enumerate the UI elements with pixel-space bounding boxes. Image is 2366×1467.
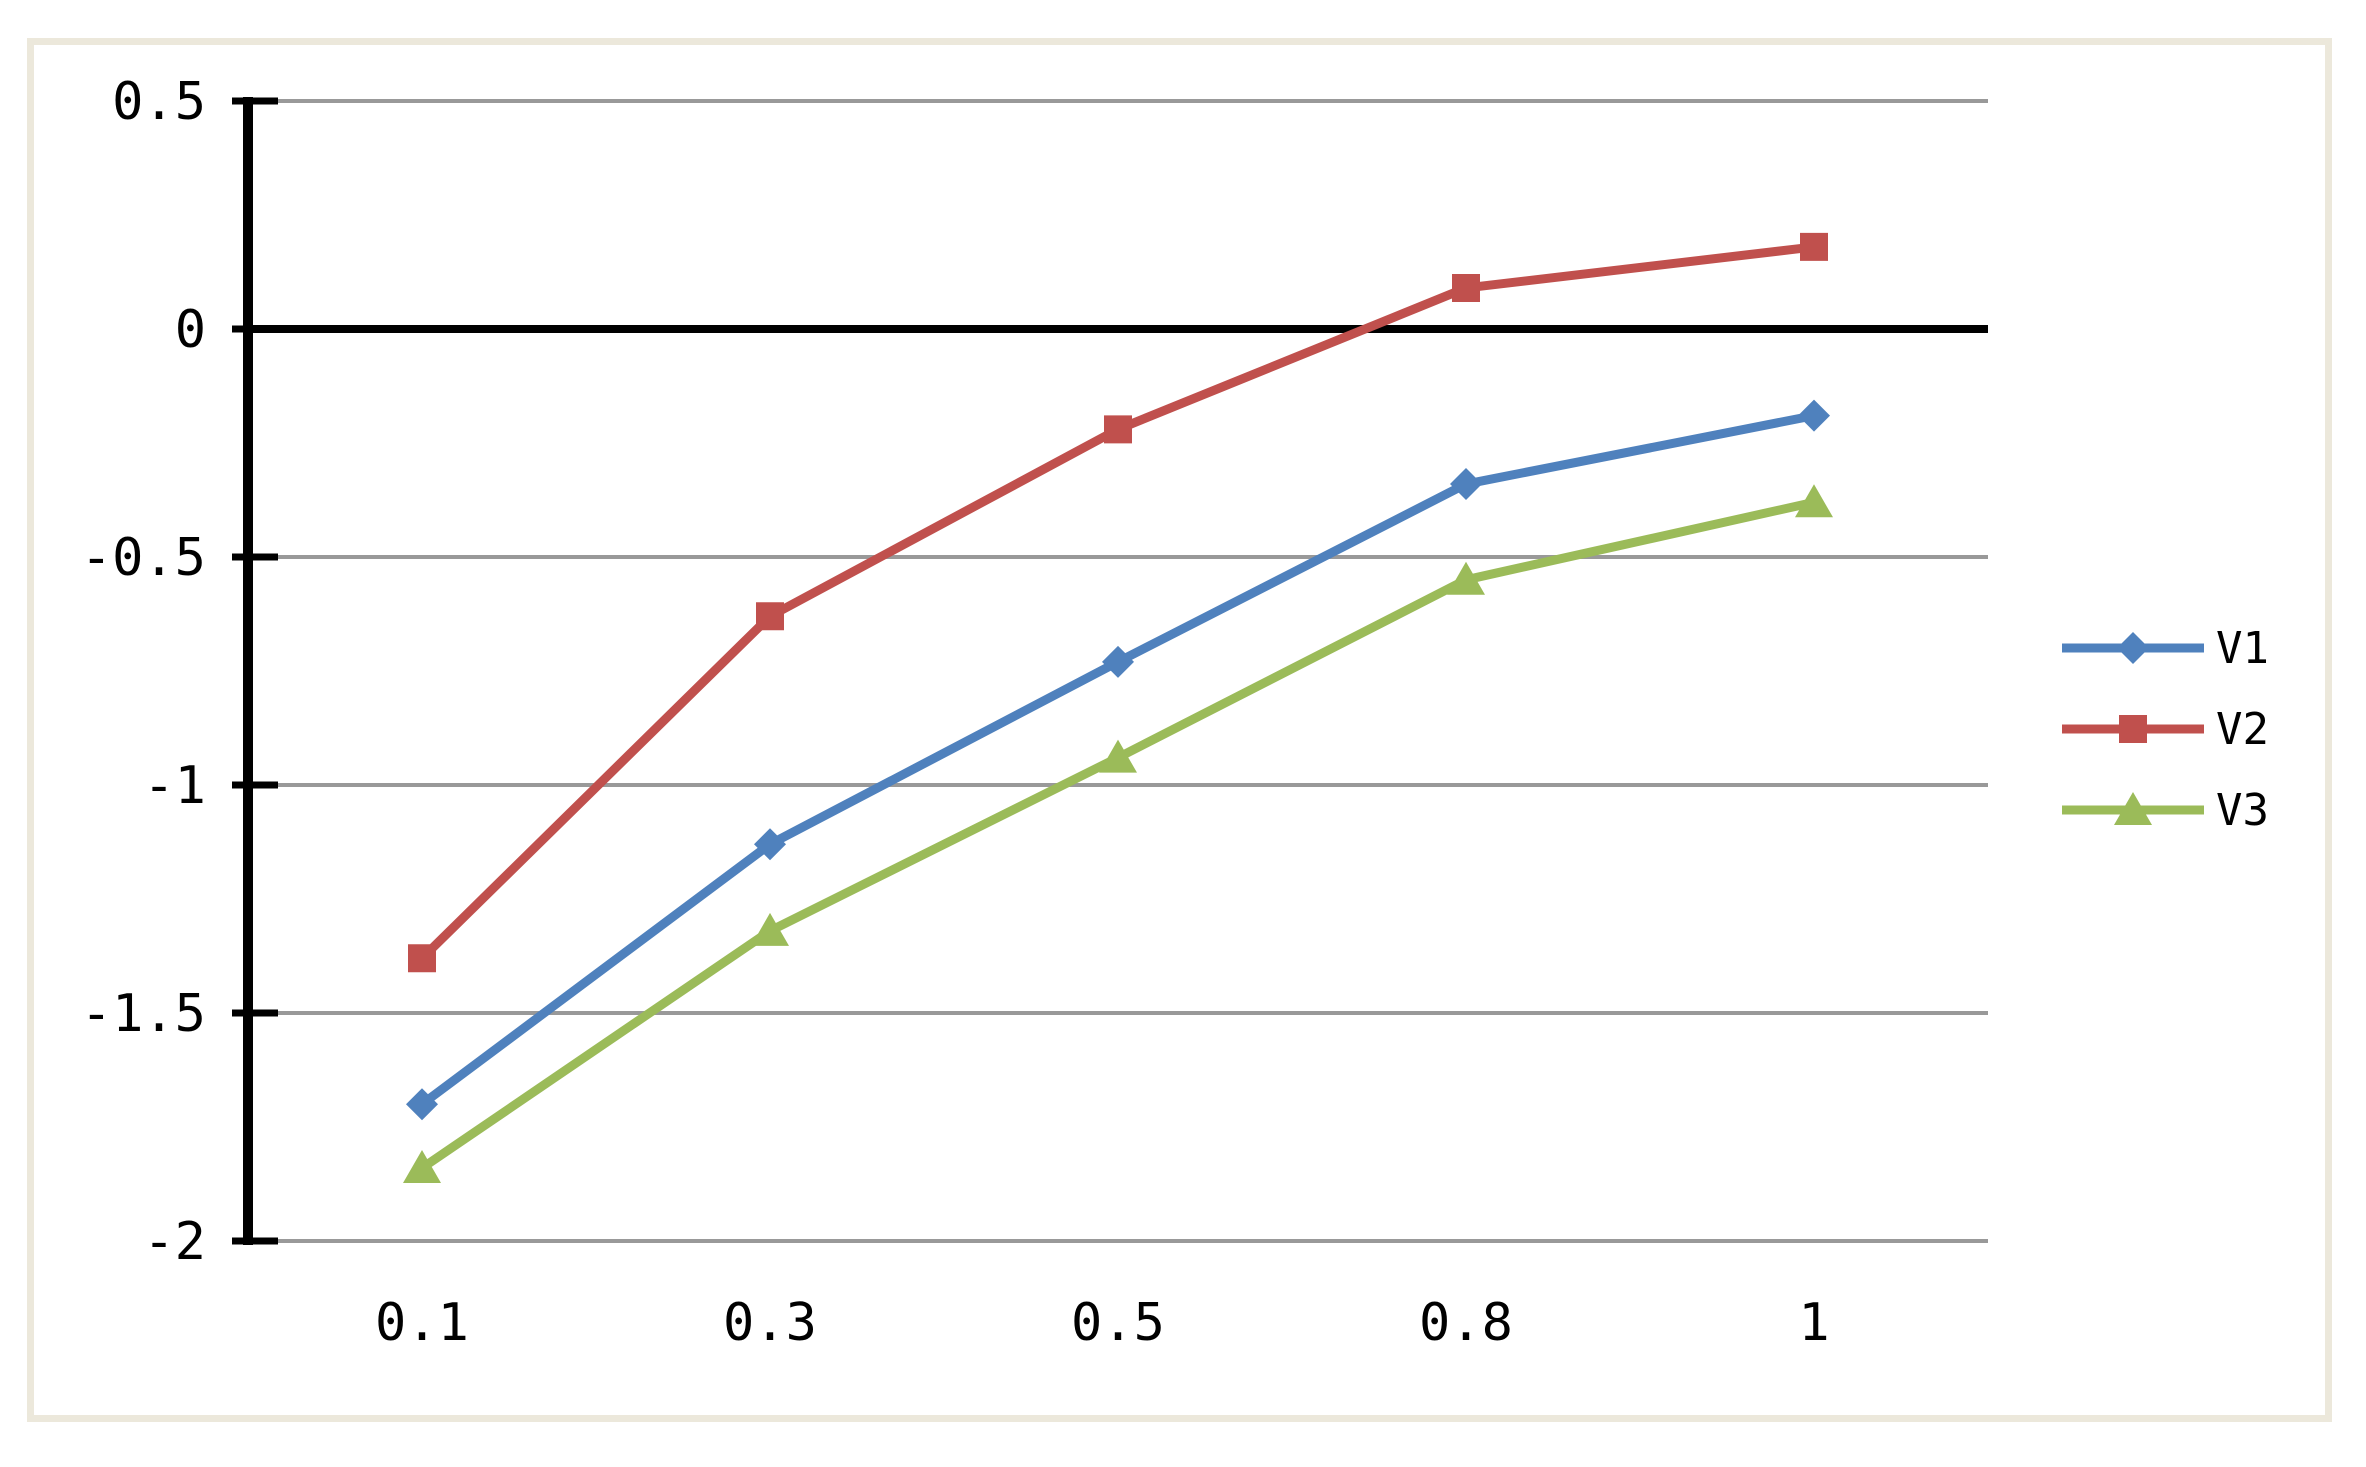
series-marker-v2-square	[756, 602, 784, 631]
y-axis-tick	[232, 1237, 278, 1245]
legend-item-v3: V3	[2062, 785, 2269, 836]
series-marker-v1-diamond	[754, 828, 786, 861]
legend-item-v1: V1	[2062, 623, 2269, 674]
y-axis-tick	[232, 97, 278, 105]
y-tick-label: -0.5	[81, 528, 206, 588]
y-tick-label: -1	[143, 756, 206, 816]
x-tick-label: 0.1	[375, 1293, 469, 1353]
series-marker-v2-square	[1800, 232, 1828, 261]
legend-marker-square	[2119, 715, 2147, 743]
axes-group	[232, 97, 1988, 1245]
series-marker-v2-square	[1104, 415, 1132, 444]
series-marker-v3-triangle	[1795, 484, 1833, 518]
series-marker-v1-diamond	[1798, 399, 1830, 432]
series-line-v2	[417, 242, 1819, 963]
y-axis-tick	[232, 553, 278, 561]
x-tick-label: 0.3	[723, 1293, 817, 1353]
series-marker-v3-triangle	[751, 912, 789, 946]
legend-label: V2	[2216, 704, 2269, 755]
series-marker-v2-square	[1452, 273, 1480, 302]
y-tick-label: -2	[143, 1212, 206, 1272]
legend-item-v2: V2	[2062, 704, 2269, 755]
legend-marker-diamond	[2117, 632, 2149, 664]
legend-label: V1	[2216, 623, 2269, 674]
axis-labels-group: 0.5 0 -0.5 -1 -1.5 -2 0.1 0.3 0.5 0.8 1	[81, 72, 1830, 1353]
series-marker-v2-square	[408, 944, 436, 973]
legend: V1 V2 V3	[2062, 623, 2269, 836]
y-tick-label: 0	[175, 300, 206, 360]
y-axis-tick	[232, 325, 278, 333]
legend-marker-triangle	[2114, 792, 2152, 825]
y-tick-label: 0.5	[112, 72, 206, 132]
gridlines-group	[248, 99, 1988, 1243]
x-tick-label: 0.8	[1419, 1293, 1513, 1353]
y-axis-tick	[232, 781, 278, 789]
x-tick-label: 1	[1798, 1293, 1829, 1353]
y-tick-label: -1.5	[81, 984, 206, 1044]
x-tick-label: 0.5	[1071, 1293, 1165, 1353]
series-marker-v1-diamond	[1450, 468, 1482, 501]
y-axis-tick	[232, 1009, 278, 1017]
series-group	[403, 232, 1833, 1184]
series-marker-v1-diamond	[406, 1088, 438, 1121]
series-marker-v3-triangle	[1099, 739, 1137, 773]
series-line-v3	[417, 497, 1819, 1173]
series-marker-v1-diamond	[1102, 645, 1134, 678]
series-marker-v3-triangle	[403, 1150, 441, 1184]
legend-label: V3	[2216, 785, 2269, 836]
series-marker-v3-triangle	[1447, 561, 1485, 595]
